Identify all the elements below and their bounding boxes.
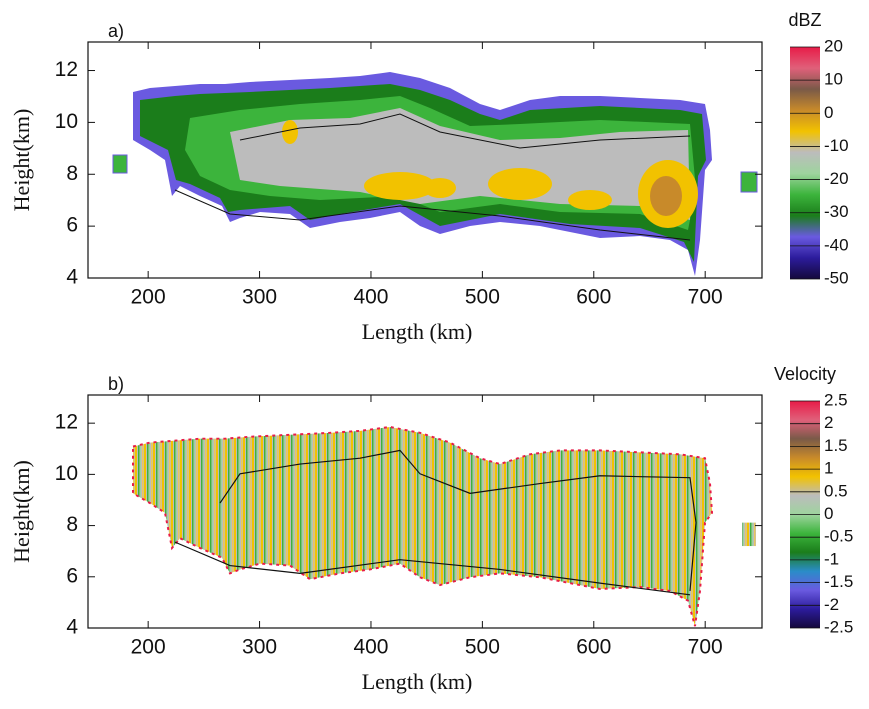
colorbar-tick-label: 0	[824, 103, 833, 122]
x-tick-label: 700	[688, 636, 723, 659]
echo-field	[112, 72, 758, 276]
y-tick-label: 6	[66, 214, 78, 237]
colorbar-tick-label: -2.5	[824, 617, 853, 636]
colorbar-tick-label: 0.5	[824, 481, 848, 500]
x-tick-label: 400	[353, 286, 388, 309]
colorbar-tick-label: -2	[824, 595, 839, 614]
x-tick-label: 500	[465, 636, 500, 659]
colorbar-tick-label: -1	[824, 549, 839, 568]
colorbar-tick-label: 1.5	[824, 436, 848, 455]
x-tick-label: 300	[242, 286, 277, 309]
colorbar-tick-label: 1	[824, 459, 833, 478]
plot-frame	[87, 394, 763, 629]
x-axis-title: Length (km)	[362, 669, 473, 694]
colorbar-tick-label: -1.5	[824, 572, 853, 591]
colorbar-tick-label: -40	[824, 235, 849, 254]
panel-label: b)	[108, 374, 124, 394]
panel-label: a)	[108, 21, 124, 41]
colorbar-tick-label: -30	[824, 202, 849, 221]
colorbar-tick-label: 0	[824, 504, 833, 523]
y-tick-label: 8	[66, 513, 78, 536]
plot-frame	[87, 41, 763, 279]
colorbar-tick-label: 2	[824, 413, 833, 432]
x-tick-label: 300	[242, 636, 277, 659]
y-tick-label: 12	[55, 58, 78, 81]
colorbar-title: dBZ	[788, 10, 821, 30]
x-axis-title: Length (km)	[362, 319, 473, 344]
colorbar-tick-label: 10	[824, 70, 843, 89]
colorbar	[790, 47, 820, 279]
colorbar-tick-label: 2.5	[824, 390, 848, 409]
y-tick-label: 10	[55, 110, 78, 133]
x-tick-label: 400	[353, 636, 388, 659]
x-tick-label: 200	[131, 286, 166, 309]
y-axis-title: Height(km)	[9, 109, 34, 212]
x-tick-label: 600	[576, 636, 611, 659]
velocity-field	[132, 425, 756, 628]
x-tick-label: 700	[688, 286, 723, 309]
colorbar-tick-label: -10	[824, 136, 849, 155]
y-axis-title: Height(km)	[9, 460, 34, 563]
x-tick-label: 200	[131, 636, 166, 659]
colorbar-tick-label: 20	[824, 36, 843, 55]
colorbar-title: Velocity	[774, 364, 836, 384]
y-tick-label: 6	[66, 564, 78, 587]
colorbar-tick-label: -0.5	[824, 527, 853, 546]
x-tick-label: 600	[576, 286, 611, 309]
y-tick-label: 8	[66, 162, 78, 185]
colorbar-tick-label: -20	[824, 169, 849, 188]
y-tick-label: 4	[66, 266, 78, 289]
y-tick-label: 10	[55, 462, 78, 485]
y-tick-label: 4	[66, 616, 78, 639]
colorbar-tick-label: -50	[824, 268, 849, 287]
y-tick-label: 12	[55, 411, 78, 434]
x-tick-label: 500	[465, 286, 500, 309]
